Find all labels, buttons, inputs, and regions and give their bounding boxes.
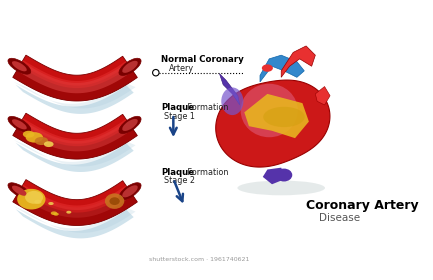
Polygon shape [13, 55, 137, 101]
Text: Artery: Artery [169, 64, 194, 73]
Ellipse shape [110, 197, 120, 205]
Polygon shape [13, 66, 137, 101]
Ellipse shape [105, 193, 124, 209]
Ellipse shape [262, 64, 273, 72]
Polygon shape [13, 113, 137, 159]
Ellipse shape [17, 189, 45, 209]
Polygon shape [14, 206, 136, 233]
Ellipse shape [276, 169, 292, 181]
Ellipse shape [237, 181, 325, 195]
Polygon shape [263, 168, 286, 184]
Polygon shape [13, 124, 137, 159]
Ellipse shape [23, 131, 35, 138]
Ellipse shape [221, 87, 243, 115]
Text: Formation: Formation [185, 168, 229, 177]
Ellipse shape [25, 191, 43, 204]
Polygon shape [17, 62, 133, 93]
Polygon shape [17, 186, 133, 218]
Ellipse shape [119, 58, 141, 75]
Text: Coronary Artery: Coronary Artery [306, 199, 419, 212]
Ellipse shape [44, 141, 54, 147]
Polygon shape [16, 143, 134, 172]
Polygon shape [216, 80, 330, 167]
Ellipse shape [26, 132, 43, 143]
Ellipse shape [34, 200, 42, 204]
Text: Formation: Formation [185, 103, 229, 112]
Polygon shape [21, 185, 129, 210]
Text: Stage 1: Stage 1 [164, 112, 195, 121]
Text: Disease: Disease [319, 213, 360, 223]
Ellipse shape [119, 183, 141, 200]
Ellipse shape [51, 211, 57, 215]
Ellipse shape [263, 107, 305, 127]
Polygon shape [14, 82, 136, 108]
Ellipse shape [119, 116, 141, 134]
Ellipse shape [122, 119, 138, 131]
Polygon shape [244, 94, 309, 138]
Polygon shape [21, 118, 129, 144]
Circle shape [152, 69, 159, 76]
Polygon shape [281, 46, 315, 77]
Ellipse shape [35, 137, 48, 145]
Ellipse shape [53, 213, 59, 216]
Polygon shape [21, 60, 129, 86]
Text: Stage 2: Stage 2 [164, 176, 195, 185]
Ellipse shape [12, 61, 27, 71]
Polygon shape [13, 191, 137, 225]
Text: shutterstock.com · 1961740621: shutterstock.com · 1961740621 [149, 257, 249, 262]
Ellipse shape [122, 185, 138, 197]
Ellipse shape [122, 61, 138, 73]
Polygon shape [260, 55, 304, 82]
Text: Normal Coronary: Normal Coronary [162, 55, 244, 64]
Polygon shape [14, 140, 136, 167]
Polygon shape [220, 74, 240, 105]
Ellipse shape [12, 119, 27, 129]
Ellipse shape [8, 183, 31, 199]
Ellipse shape [8, 116, 31, 132]
Ellipse shape [66, 211, 71, 214]
Polygon shape [315, 87, 330, 105]
Polygon shape [13, 179, 137, 225]
Polygon shape [16, 209, 134, 238]
Text: Plaque: Plaque [162, 168, 194, 177]
Polygon shape [16, 85, 134, 114]
Ellipse shape [12, 186, 27, 196]
Ellipse shape [48, 202, 54, 205]
Polygon shape [17, 120, 133, 151]
Ellipse shape [8, 58, 31, 74]
Ellipse shape [241, 84, 298, 137]
Text: Plaque: Plaque [162, 103, 194, 112]
